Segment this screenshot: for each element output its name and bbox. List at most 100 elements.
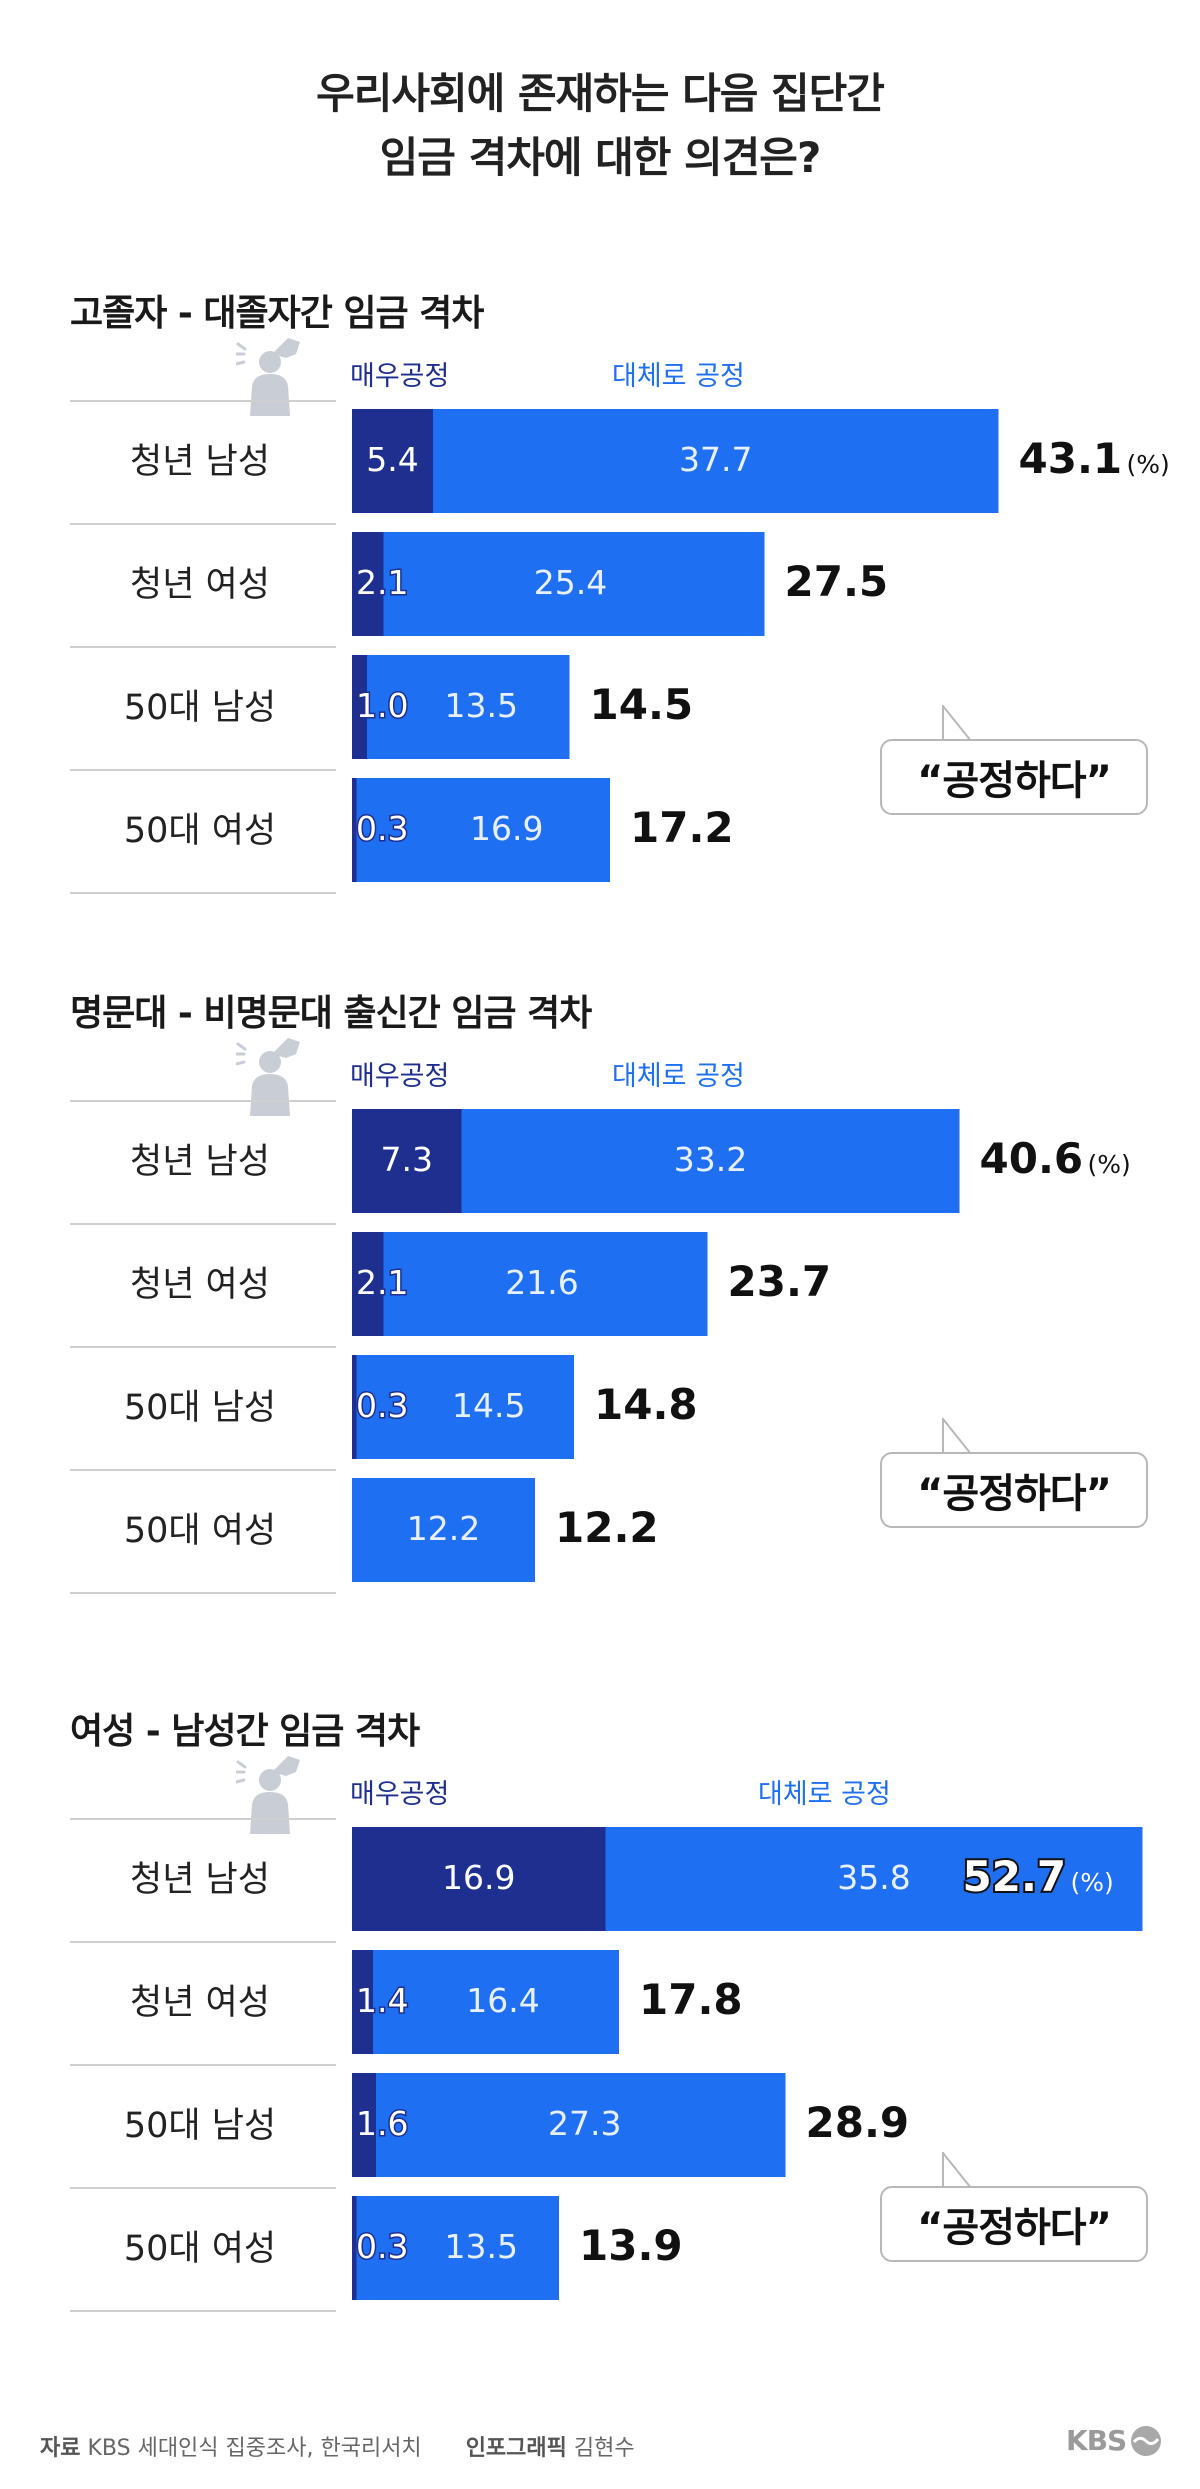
section-title: 명문대 - 비명문대 출신간 임금 격차 xyxy=(70,993,592,1034)
value-label-somewhat-fair: 13.5 xyxy=(445,2227,518,2266)
category-label: 50대 여성 xyxy=(124,2229,276,2269)
value-label-somewhat-fair: 37.7 xyxy=(679,440,752,479)
bar-somewhat-fair xyxy=(383,1232,708,1336)
bar-strongly-fair xyxy=(352,532,384,636)
bar-somewhat-fair xyxy=(376,2073,786,2177)
bar-strongly-fair xyxy=(352,1355,357,1459)
page-title: 우리사회에 존재하는 다음 집단간 임금 격차에 대한 의견은? xyxy=(0,62,1200,190)
value-label-somewhat-fair: 35.8 xyxy=(837,1858,910,1897)
value-label-strongly-fair: 5.4 xyxy=(366,440,418,479)
category-label: 50대 여성 xyxy=(124,1511,276,1551)
total-label: 40.6 xyxy=(980,1134,1084,1183)
total-label: 17.8 xyxy=(639,1975,743,2024)
section-title: 고졸자 - 대졸자간 임금 격차 xyxy=(70,293,484,334)
legend-some-label: 대체로 공정 xyxy=(758,1779,891,1810)
total-label: 14.8 xyxy=(594,1380,698,1429)
value-label-strongly-fair: 2.1 xyxy=(356,563,408,602)
title-line-1: 우리사회에 존재하는 다음 집단간 xyxy=(316,69,885,118)
speech-bubble-tail xyxy=(942,705,972,741)
person-with-megaphone-icon xyxy=(236,338,300,416)
bar-somewhat-fair xyxy=(356,778,610,882)
stacked-bar-chart: 청년 남성 5.4 37.7 43.1 (%) 청년 여성 2.1 25.4 27.5 50대 남… xyxy=(70,400,1170,894)
category-label: 청년 남성 xyxy=(130,1860,270,1900)
bar-somewhat-fair xyxy=(373,1950,619,2054)
total-label: 13.9 xyxy=(579,2221,683,2270)
total-label: 23.7 xyxy=(728,1257,832,1306)
bar-somewhat-fair xyxy=(356,2196,559,2300)
bar-somewhat-fair xyxy=(356,1355,574,1459)
unit-label: (%) xyxy=(1088,1150,1131,1179)
value-label-strongly-fair: 0.3 xyxy=(356,2227,408,2266)
category-label: 50대 여성 xyxy=(124,811,276,851)
category-label: 청년 여성 xyxy=(130,565,270,605)
bar-somewhat-fair xyxy=(367,655,570,759)
value-label-strongly-fair: 2.1 xyxy=(356,1263,408,1302)
value-label-somewhat-fair: 21.6 xyxy=(505,1263,578,1302)
kbs-logo-mark xyxy=(1131,2425,1162,2456)
category-label: 50대 남성 xyxy=(124,1388,276,1428)
person-with-megaphone-icon xyxy=(236,1756,300,1834)
speech-bubble-tail xyxy=(942,2152,972,2188)
value-label-somewhat-fair: 25.4 xyxy=(534,563,607,602)
total-label: 12.2 xyxy=(555,1503,659,1552)
bar-somewhat-fair xyxy=(461,1109,960,1213)
source-text: KBS 세대인식 집중조사, 한국리서치 xyxy=(87,2436,422,2461)
value-label-somewhat-fair: 13.5 xyxy=(445,686,518,725)
bar-strongly-fair xyxy=(352,1232,384,1336)
value-label-somewhat-fair: 33.2 xyxy=(674,1140,747,1179)
stacked-bar-chart: 청년 남성 16.9 35.8 52.7 (%) 청년 여성 1.4 16.4 17.8 50대 … xyxy=(70,1818,1143,2312)
legend-strong-label: 매우공정 xyxy=(350,361,450,392)
total-label: 14.5 xyxy=(590,680,694,729)
legend-strong-label: 매우공정 xyxy=(350,1061,450,1092)
legend-some-label: 대체로 공정 xyxy=(612,1061,745,1092)
bar-strongly-fair xyxy=(352,1109,462,1213)
category-label: 50대 남성 xyxy=(124,2106,276,2146)
unit-label: (%) xyxy=(1127,450,1170,479)
category-label: 청년 남성 xyxy=(130,442,270,482)
value-label-somewhat-fair: 14.5 xyxy=(452,1386,525,1425)
kbs-logo-text: KBS xyxy=(1066,2424,1127,2457)
bar-somewhat-fair xyxy=(383,532,765,636)
value-label-strongly-fair: 0.3 xyxy=(356,809,408,848)
person-with-megaphone-icon xyxy=(236,1038,300,1116)
credit-label: 인포그래픽 xyxy=(465,2436,567,2461)
legend-some-label: 대체로 공정 xyxy=(612,361,745,392)
category-label: 청년 남성 xyxy=(130,1142,270,1182)
total-label: 28.9 xyxy=(806,2098,910,2147)
total-label: 27.5 xyxy=(785,557,889,606)
speech-bubble-tail xyxy=(942,1418,972,1454)
category-label: 청년 여성 xyxy=(130,1983,270,2023)
source-label: 자료 xyxy=(40,2436,81,2461)
value-label-strongly-fair: 1.6 xyxy=(356,2104,408,2143)
bar-somewhat-fair xyxy=(605,1827,1143,1931)
total-label: 17.2 xyxy=(630,803,734,852)
value-label-strongly-fair: 0.3 xyxy=(356,1386,408,1425)
footer: 자료 KBS 세대인식 집중조사, 한국리서치 인포그래픽 김현수 xyxy=(40,2430,635,2462)
fair-speech-bubble: “공정하다” xyxy=(880,739,1148,815)
value-label-strongly-fair: 1.0 xyxy=(356,686,408,725)
value-label-somewhat-fair: 27.3 xyxy=(548,2104,621,2143)
unit-label: (%) xyxy=(1071,1868,1114,1897)
value-label-somewhat-fair: 16.4 xyxy=(466,1981,539,2020)
bar-strongly-fair xyxy=(352,655,367,759)
section-title: 여성 - 남성간 임금 격차 xyxy=(70,1711,420,1752)
bar-strongly-fair xyxy=(352,2196,357,2300)
bar-strongly-fair xyxy=(352,2073,376,2177)
fair-speech-bubble: “공정하다” xyxy=(880,2186,1148,2262)
bar-strongly-fair xyxy=(352,1950,373,2054)
legend-strong-label: 매우공정 xyxy=(350,1779,450,1810)
bar-somewhat-fair xyxy=(352,1478,535,1582)
value-label-strongly-fair: 1.4 xyxy=(356,1981,408,2020)
category-label: 청년 여성 xyxy=(130,1265,270,1305)
title-line-2: 임금 격차에 대한 의견은? xyxy=(379,133,822,182)
bar-strongly-fair xyxy=(352,409,433,513)
kbs-logo: KBS xyxy=(1066,2424,1162,2457)
value-label-strongly-fair: 7.3 xyxy=(381,1140,433,1179)
fair-speech-bubble: “공정하다” xyxy=(880,1452,1148,1528)
bar-somewhat-fair xyxy=(433,409,999,513)
total-label: 52.7 xyxy=(963,1852,1067,1901)
total-label: 43.1 xyxy=(1019,434,1123,483)
value-label-strongly-fair: 16.9 xyxy=(442,1858,515,1897)
value-label-somewhat-fair: 12.2 xyxy=(407,1509,480,1548)
value-label-somewhat-fair: 16.9 xyxy=(470,809,543,848)
